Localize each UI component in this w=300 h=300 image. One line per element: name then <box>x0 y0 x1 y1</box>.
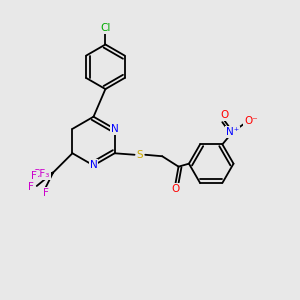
Text: O⁻: O⁻ <box>244 116 258 127</box>
Text: CF₃: CF₃ <box>33 169 50 179</box>
Text: N: N <box>111 124 119 134</box>
Text: F: F <box>43 188 49 198</box>
Text: S: S <box>136 150 143 160</box>
Text: Cl: Cl <box>100 23 111 33</box>
Text: O: O <box>220 110 229 120</box>
Text: F: F <box>28 182 34 193</box>
Text: N⁺: N⁺ <box>226 127 239 137</box>
Text: N: N <box>90 160 98 170</box>
Text: O: O <box>171 184 180 194</box>
Text: F: F <box>31 171 37 181</box>
